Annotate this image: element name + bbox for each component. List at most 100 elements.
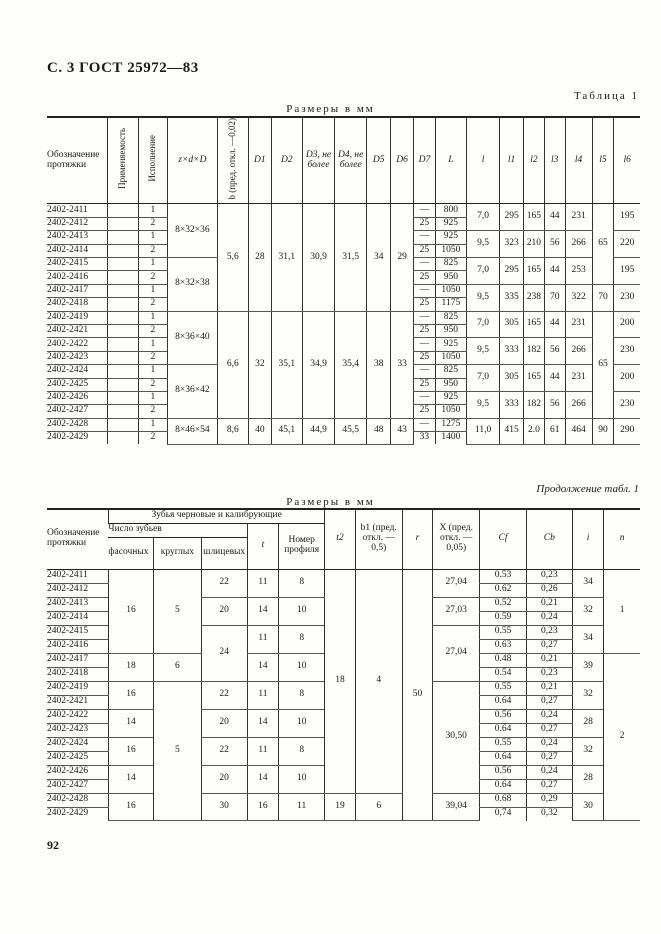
t1-cell — [106, 297, 139, 312]
t2-cell: 32 — [571, 597, 604, 626]
t1-cell: 305 — [499, 311, 524, 339]
t1-cell: 950 — [434, 378, 467, 392]
t1-cell: 8,6 — [216, 418, 249, 445]
t2-cell: 11 — [246, 681, 279, 710]
header-i: i — [571, 508, 604, 570]
t1-cell: 31,5 — [334, 203, 367, 312]
t1-cell: 231 — [564, 203, 593, 232]
t1-cell: 8×32×38 — [166, 257, 218, 312]
t2-cell: 10 — [278, 653, 325, 682]
t2-cell: 14 — [107, 765, 154, 794]
t1-cell: 44,9 — [301, 418, 335, 445]
header-18: l5 — [591, 116, 614, 205]
t2-cell: 0.54 — [479, 667, 527, 682]
t2-cell: 11 — [246, 737, 279, 766]
dimensions-table-1-continued: Обозначение протяжки Зубья черновые и ка… — [47, 508, 640, 821]
t2-cell: 2402-2425 — [47, 751, 109, 766]
t2-cell: 0,21 — [525, 597, 573, 612]
table-row: 2402-2423 2 25 1050 — [47, 351, 640, 366]
t1-cell: 2.0 — [523, 418, 545, 445]
t2-cell: 0.63 — [479, 639, 527, 654]
t2-cell: 22 — [200, 681, 248, 710]
t2-cell: 0,27 — [525, 723, 573, 738]
table-row: 2402-2427 2 25 1050 — [47, 404, 640, 419]
t1-cell: 1 — [137, 364, 168, 379]
header-teeth-count: Число зубьев — [108, 523, 248, 538]
t1-cell: 44 — [543, 311, 566, 339]
t1-cell — [106, 324, 139, 339]
t2-cell: 0.52 — [479, 597, 527, 612]
t2-cell: 20 — [200, 709, 248, 738]
t1-cell: 295 — [499, 257, 524, 285]
t1-cell: 31,1 — [270, 203, 303, 312]
t1-cell: 925 — [434, 230, 467, 245]
table-row: 2402-2423 0.64 0,27 — [47, 723, 640, 738]
t1-cell: 2 — [137, 217, 168, 232]
t2-cell: 39,04 — [432, 793, 480, 821]
t2-cell: 27,04 — [432, 625, 480, 682]
t2-cell: 8 — [278, 569, 325, 598]
t1-cell: 1050 — [434, 351, 467, 366]
t1-cell: 266 — [564, 230, 593, 258]
t1-cell — [106, 270, 139, 285]
t2-cell: 5 — [153, 681, 202, 821]
t2-cell: 0,24 — [525, 737, 573, 752]
t2-cell: 0,23 — [525, 625, 573, 640]
t1-cell: 90 — [591, 418, 614, 445]
t2-cell: 2402-2421 — [47, 695, 109, 710]
t1-cell: 25 — [413, 270, 436, 285]
t1-cell: 1 — [137, 391, 168, 406]
t1-cell: 200 — [613, 364, 640, 392]
t1-cell: 220 — [613, 230, 640, 258]
t1-cell: 230 — [613, 284, 640, 312]
t2-cell: 0,27 — [525, 779, 573, 794]
t2-cell: 32 — [571, 681, 604, 710]
header-cb: Cb — [525, 508, 573, 570]
t1-cell: 25 — [413, 351, 436, 366]
t1-cell: 34,9 — [301, 311, 335, 419]
t1-cell: 333 — [499, 337, 524, 366]
t1-cell: 70 — [591, 284, 614, 312]
t1-cell: 2402-2426 — [47, 391, 108, 406]
t1-cell: 1275 — [434, 418, 467, 433]
table-row: 2402-2429 2 33 1400 — [47, 431, 640, 445]
header-6: D2 — [270, 116, 303, 205]
t1-cell: 800 — [434, 203, 467, 218]
t2-cell: 28 — [571, 765, 604, 794]
t1-cell: — — [413, 418, 436, 433]
header-2: Исполнение — [137, 116, 168, 205]
t2-cell: 2402-2414 — [47, 611, 109, 626]
table-row: 2402-2412 2 25 925 — [47, 217, 640, 232]
header-8: D4, не более — [334, 116, 367, 205]
t1-cell: — — [413, 257, 436, 272]
t1-cell: 70 — [543, 284, 566, 312]
page-header: С. 3 ГОСТ 25972—83 — [47, 60, 199, 76]
header-t2: t2 — [324, 508, 356, 570]
t1-cell: — — [413, 364, 436, 379]
t1-cell — [106, 203, 139, 218]
t2-cell: 14 — [246, 597, 279, 626]
t2-cell: 2402-2419 — [47, 681, 109, 696]
t1-cell: 8×32×36 — [166, 203, 218, 258]
t2-cell: 0,23 — [525, 569, 573, 584]
t2-cell: 5 — [153, 569, 202, 654]
t2-cell: 0,24 — [525, 611, 573, 626]
t1-cell — [106, 244, 139, 258]
t1-cell: — — [413, 203, 436, 218]
header-round: круглых — [153, 537, 202, 570]
t1-cell: 182 — [523, 391, 545, 419]
t1-cell: 7,0 — [465, 203, 500, 232]
t1-cell: 195 — [613, 203, 640, 232]
t1-cell: 195 — [613, 257, 640, 285]
t1-cell: 1050 — [434, 244, 467, 258]
t1-cell: 322 — [564, 284, 593, 312]
t1-cell: 8×36×40 — [166, 311, 218, 366]
t1-cell: 2402-2424 — [47, 364, 108, 379]
t1-cell: 2402-2428 — [47, 418, 108, 433]
t1-cell: 253 — [564, 257, 593, 285]
header-17: l4 — [564, 116, 593, 205]
header-12: L — [434, 116, 467, 205]
t2-cell: 0,27 — [525, 751, 573, 766]
t1-cell: 1 — [137, 311, 168, 325]
t1-cell: 40 — [247, 418, 272, 445]
